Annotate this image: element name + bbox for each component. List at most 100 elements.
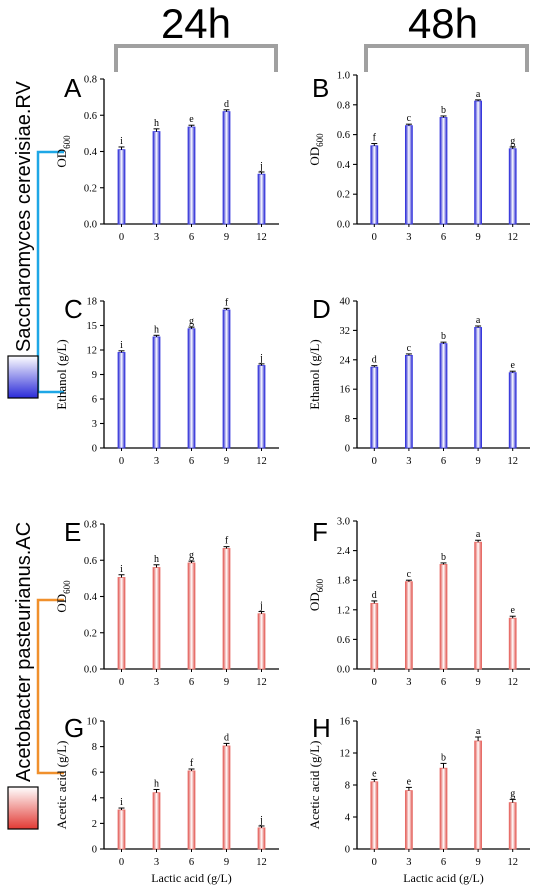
panel-g: G 0 2 4 6 8 10 Acetic acid (g/L) i 0 h 3 f 6 d 9 j 12 Lact… [54, 713, 279, 885]
bar-12 [257, 365, 266, 449]
significance-letter: j [259, 161, 263, 172]
x-tick-label: 12 [507, 456, 518, 467]
bar-6 [187, 126, 196, 225]
significance-letter: i [120, 136, 123, 147]
y-tick-label: 6 [92, 768, 97, 779]
x-tick-label: 12 [507, 857, 518, 868]
x-tick-label: 6 [189, 456, 194, 467]
y-axis-label: OD600 [54, 135, 72, 168]
panel-d: D 0 8 16 24 32 40 Ethanol (g/L) d 0 c 3 b 6 a 9 e 12 [307, 294, 530, 467]
y-tick-label: 0.0 [337, 665, 350, 676]
significance-letter: f [225, 536, 229, 547]
panel-letter-h: H [312, 713, 331, 743]
y-tick-label: 12 [340, 749, 351, 760]
y-tick-label: 0.0 [337, 220, 350, 231]
significance-letter: d [372, 590, 377, 601]
bar-0 [370, 366, 379, 449]
y-tick-label: 0.6 [337, 130, 350, 141]
significance-letter: f [373, 133, 377, 144]
x-tick-label: 12 [256, 677, 267, 688]
bar-12 [257, 613, 266, 670]
bar-12 [257, 173, 266, 225]
x-tick-label: 9 [475, 677, 480, 688]
bar-6 [439, 343, 448, 449]
bar-0 [117, 149, 126, 225]
significance-letter: i [120, 797, 123, 808]
significance-letter: a [476, 89, 481, 100]
x-axis-label: Lactic acid (g/L) [151, 871, 232, 885]
y-axis-label: Acetic acid (g/L) [54, 741, 69, 830]
y-tick-label: 8 [345, 414, 350, 425]
significance-letter: b [441, 331, 446, 342]
bar-3 [152, 792, 161, 850]
y-tick-label: 0 [92, 444, 97, 455]
bar-6 [187, 328, 196, 449]
significance-letter: j [259, 353, 263, 364]
organism-label-top: Saccharomyces cerevisiae.RV [13, 80, 35, 352]
x-tick-label: 3 [406, 232, 411, 243]
bar-9 [474, 100, 483, 225]
header-bracket-48h [364, 44, 529, 72]
y-tick-label: 0.0 [84, 220, 97, 231]
panel-c: C 0 3 6 9 12 15 18 Ethanol (g/L) i 0 h 3 g 6 f 9 j 12 [54, 294, 279, 467]
y-tick-label: 12 [87, 346, 98, 357]
y-axis-label: Ethanol (g/L) [54, 339, 69, 409]
panel-letter-a: A [64, 73, 82, 103]
x-tick-label: 3 [406, 456, 411, 467]
y-axis-label: OD600 [307, 578, 325, 611]
significance-letter: e [372, 768, 377, 779]
panel-letter-c: C [64, 294, 83, 324]
x-tick-label: 6 [441, 456, 446, 467]
x-tick-label: 6 [189, 677, 194, 688]
bar-12 [508, 148, 517, 225]
y-tick-label: 2.4 [337, 546, 351, 557]
significance-letter: j [259, 815, 263, 826]
x-tick-label: 12 [256, 456, 267, 467]
x-tick-label: 3 [406, 857, 411, 868]
significance-letter: a [476, 529, 481, 540]
y-tick-label: 0.6 [337, 635, 350, 646]
x-tick-label: 0 [372, 857, 377, 868]
x-tick-label: 0 [372, 677, 377, 688]
y-tick-label: 16 [340, 717, 351, 728]
bar-9 [222, 111, 231, 225]
x-tick-label: 3 [154, 232, 159, 243]
y-tick-label: 0.2 [84, 628, 97, 639]
y-tick-label: 0 [345, 845, 350, 856]
bar-9 [474, 327, 483, 449]
significance-letter: g [189, 316, 194, 327]
significance-letter: h [154, 324, 159, 335]
significance-letter: b [441, 752, 446, 763]
significance-letter: d [372, 355, 377, 366]
panel-h: H 0 4 8 12 16 Acetic acid (g/L) e 0 e 3 b 6 a 9 g 12 Lact… [307, 713, 530, 885]
x-tick-label: 3 [154, 456, 159, 467]
significance-letter: b [441, 552, 446, 563]
x-tick-label: 9 [224, 857, 229, 868]
x-tick-label: 9 [224, 232, 229, 243]
y-tick-label: 0.4 [84, 592, 98, 603]
bar-6 [187, 562, 196, 670]
x-tick-label: 6 [189, 857, 194, 868]
y-tick-label: 32 [340, 326, 351, 337]
significance-letter: f [190, 758, 194, 769]
bar-0 [370, 781, 379, 850]
y-tick-label: 0.2 [337, 190, 350, 201]
bar-9 [222, 548, 231, 670]
bar-3 [152, 336, 161, 449]
bar-9 [222, 745, 231, 850]
panel-b: B 0.0 0.2 0.4 0.6 0.8 1.0 OD600 f 0 c 3 b 6 a 9 g 12 [307, 71, 530, 243]
y-tick-label: 2 [92, 819, 97, 830]
panel-a: A 0.0 0.2 0.4 0.6 0.8 OD600 i 0 h 3 e 6 d 9 j 12 [54, 73, 279, 243]
x-tick-label: 6 [441, 857, 446, 868]
y-tick-label: 0.8 [84, 520, 97, 531]
x-tick-label: 6 [441, 677, 446, 688]
panel-e: E 0.0 0.2 0.4 0.6 0.8 OD600 i 0 h 3 g 6 f 9 j 12 [54, 517, 279, 688]
significance-letter: c [407, 343, 412, 354]
panel-letter-e: E [64, 517, 81, 547]
significance-letter: a [476, 726, 481, 737]
blue-legend-swatch [7, 355, 39, 399]
significance-letter: c [407, 569, 412, 580]
significance-letter: i [120, 340, 123, 351]
x-tick-label: 9 [475, 456, 480, 467]
bar-3 [404, 790, 413, 850]
